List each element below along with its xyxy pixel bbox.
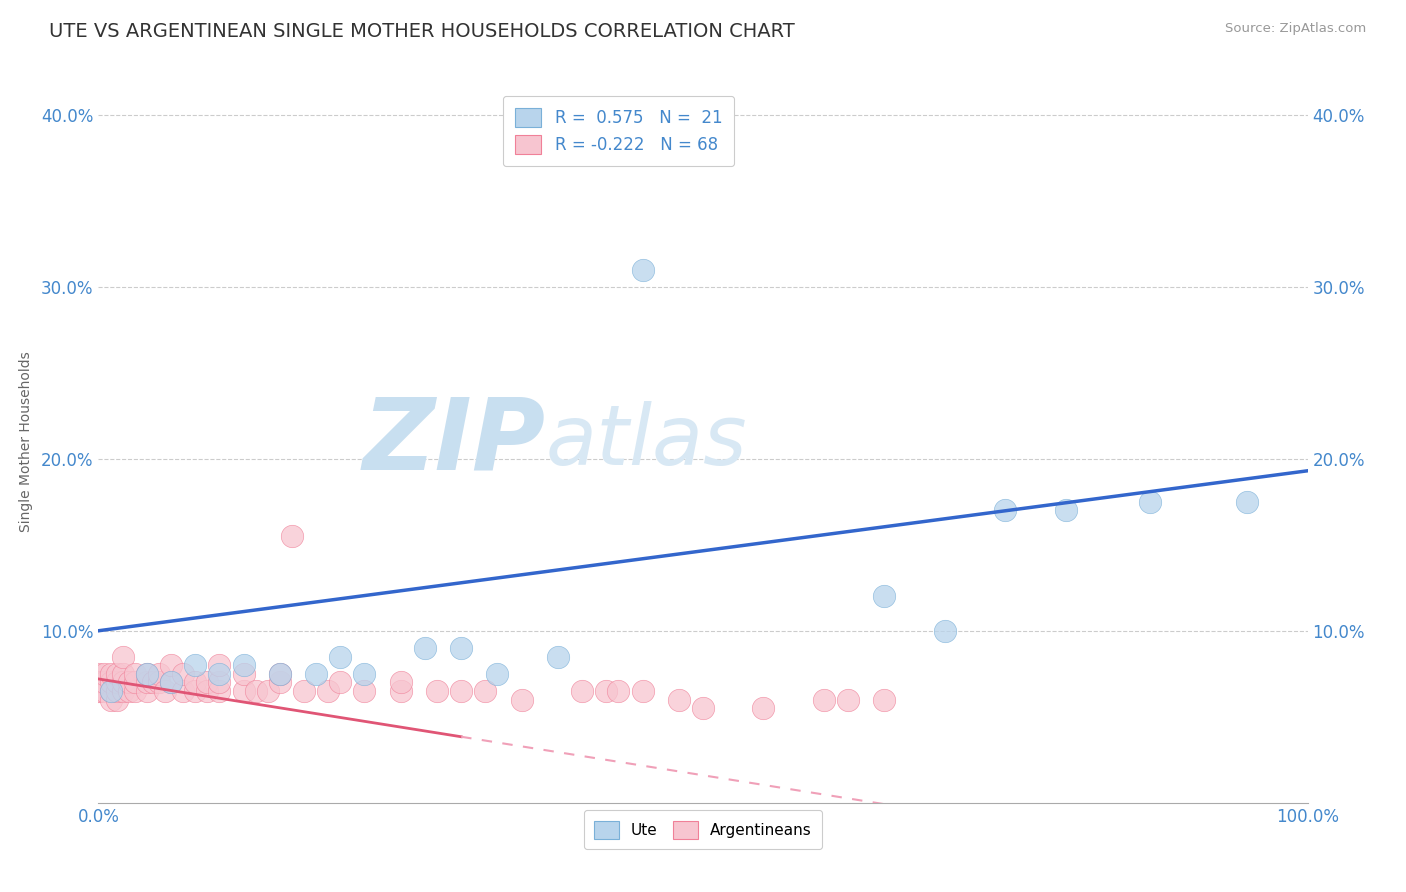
Point <box>124 675 146 690</box>
Point <box>571 684 593 698</box>
Point <box>752 701 775 715</box>
Point <box>124 684 146 698</box>
Point <box>111 684 134 698</box>
Point <box>1139 494 1161 508</box>
Point <box>547 649 569 664</box>
Point <box>148 666 170 681</box>
Point <box>135 666 157 681</box>
Point <box>510 692 533 706</box>
Point <box>184 658 207 673</box>
Point <box>474 684 496 698</box>
Point <box>595 684 617 698</box>
Point <box>256 684 278 698</box>
Point <box>160 675 183 690</box>
Point <box>111 649 134 664</box>
Point <box>292 684 315 698</box>
Point <box>668 692 690 706</box>
Text: UTE VS ARGENTINEAN SINGLE MOTHER HOUSEHOLDS CORRELATION CHART: UTE VS ARGENTINEAN SINGLE MOTHER HOUSEHO… <box>49 22 794 41</box>
Point <box>93 684 115 698</box>
Point <box>160 675 183 690</box>
Point <box>486 666 509 681</box>
Point <box>100 692 122 706</box>
Point <box>813 692 835 706</box>
Point <box>135 666 157 681</box>
Point <box>353 666 375 681</box>
Point <box>124 666 146 681</box>
Point <box>118 675 141 690</box>
Point <box>195 684 218 698</box>
Point <box>389 675 412 690</box>
Point <box>281 529 304 543</box>
Point <box>100 684 122 698</box>
Point <box>631 262 654 277</box>
Point <box>389 684 412 698</box>
Text: atlas: atlas <box>546 401 748 482</box>
Point <box>316 684 339 698</box>
Point <box>111 675 134 690</box>
Point <box>873 590 896 604</box>
Point <box>93 666 115 681</box>
Point <box>269 675 291 690</box>
Text: Source: ZipAtlas.com: Source: ZipAtlas.com <box>1226 22 1367 36</box>
Point <box>111 666 134 681</box>
Point <box>142 675 165 690</box>
Point <box>105 675 128 690</box>
Point <box>153 684 176 698</box>
Point <box>873 692 896 706</box>
Point <box>93 675 115 690</box>
Point <box>184 684 207 698</box>
Point <box>195 675 218 690</box>
Point <box>100 675 122 690</box>
Point <box>135 684 157 698</box>
Point <box>100 684 122 698</box>
Point <box>105 692 128 706</box>
Point <box>172 666 194 681</box>
Point <box>105 684 128 698</box>
Point <box>135 675 157 690</box>
Point <box>426 684 449 698</box>
Point <box>100 666 122 681</box>
Point <box>87 675 110 690</box>
Point <box>87 666 110 681</box>
Y-axis label: Single Mother Households: Single Mother Households <box>18 351 32 532</box>
Point <box>692 701 714 715</box>
Point <box>450 684 472 698</box>
Point <box>245 684 267 698</box>
Point <box>208 666 231 681</box>
Point <box>329 675 352 690</box>
Point <box>450 640 472 655</box>
Point <box>232 658 254 673</box>
Point <box>208 684 231 698</box>
Point <box>232 684 254 698</box>
Point <box>105 666 128 681</box>
Point <box>329 649 352 664</box>
Point <box>232 666 254 681</box>
Point <box>87 684 110 698</box>
Point <box>87 684 110 698</box>
Point <box>934 624 956 638</box>
Point <box>208 675 231 690</box>
Point <box>353 684 375 698</box>
Point <box>208 658 231 673</box>
Point <box>1236 494 1258 508</box>
Point <box>631 684 654 698</box>
Point <box>160 658 183 673</box>
Point <box>172 684 194 698</box>
Point <box>269 666 291 681</box>
Point <box>1054 503 1077 517</box>
Legend: Ute, Argentineans: Ute, Argentineans <box>583 810 823 849</box>
Point <box>607 684 630 698</box>
Point <box>118 684 141 698</box>
Point <box>148 675 170 690</box>
Point <box>413 640 436 655</box>
Point <box>994 503 1017 517</box>
Point <box>184 675 207 690</box>
Point <box>305 666 328 681</box>
Text: ZIP: ZIP <box>363 393 546 490</box>
Point <box>837 692 859 706</box>
Point <box>269 666 291 681</box>
